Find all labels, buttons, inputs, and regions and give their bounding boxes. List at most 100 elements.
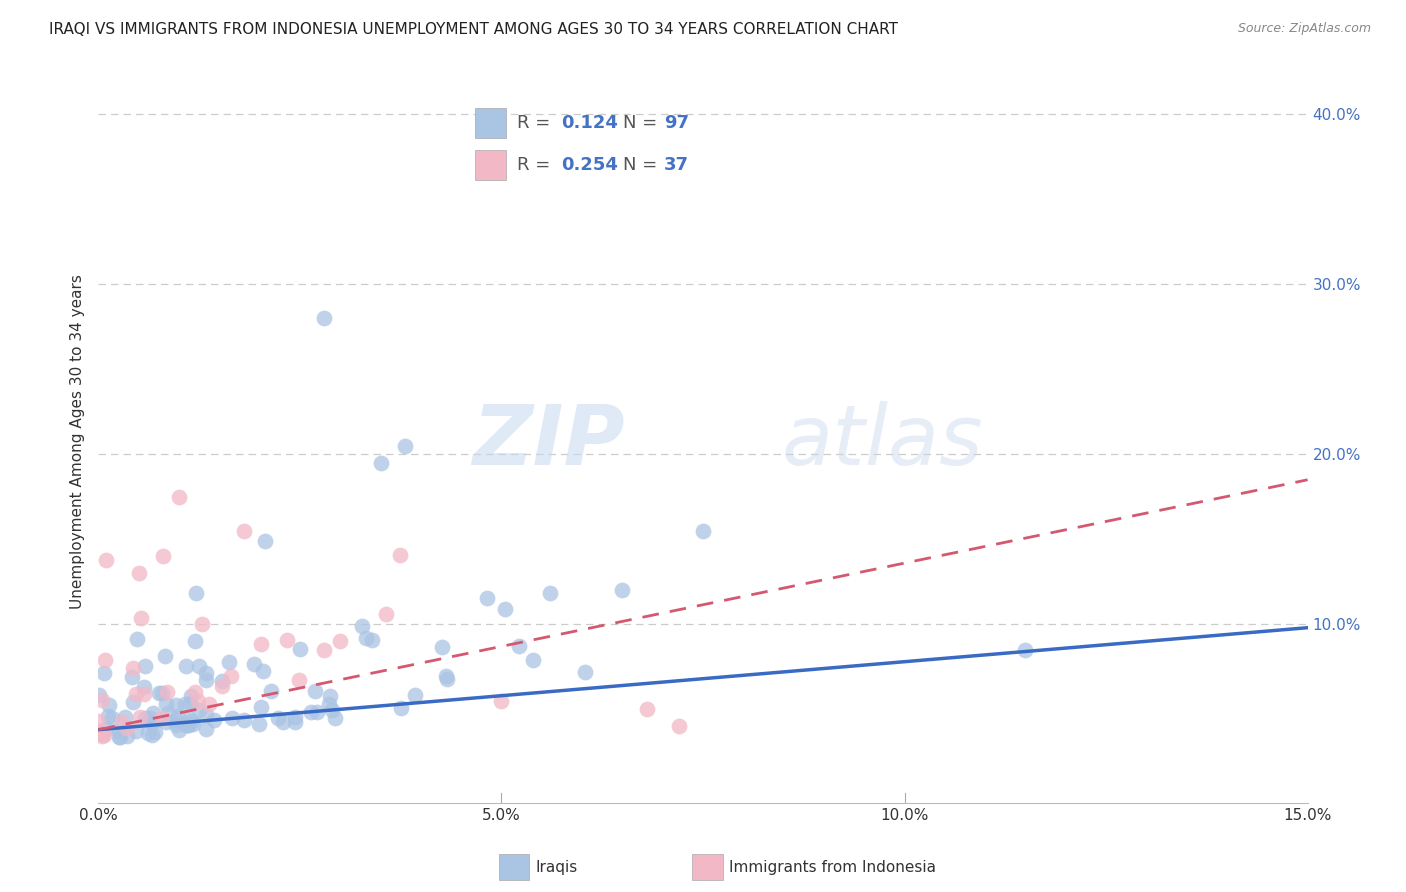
Point	[436, 669, 458, 683]
Point	[150, 686, 173, 700]
Point	[370, 456, 392, 470]
Text: R =: R =	[517, 155, 557, 174]
Point	[233, 714, 256, 728]
Text: Iraqis: Iraqis	[536, 860, 578, 874]
Point	[475, 591, 498, 605]
Point	[329, 633, 352, 648]
Point	[148, 685, 170, 699]
Point	[271, 714, 294, 729]
Point	[111, 714, 134, 729]
Text: 37: 37	[664, 155, 689, 174]
Text: N =: N =	[623, 155, 662, 174]
Point	[354, 632, 377, 646]
Point	[94, 653, 117, 667]
Point	[176, 718, 198, 732]
Point	[180, 690, 202, 704]
Point	[267, 711, 290, 725]
Point	[314, 642, 336, 657]
Point	[165, 718, 187, 732]
Point	[304, 684, 326, 698]
Point	[131, 611, 153, 625]
Point	[132, 687, 155, 701]
Point	[177, 713, 200, 727]
Text: atlas: atlas	[782, 401, 983, 482]
Point	[250, 700, 273, 714]
Point	[142, 706, 165, 720]
Point	[194, 666, 217, 681]
Point	[254, 534, 277, 549]
Point	[314, 311, 336, 326]
Point	[87, 688, 110, 702]
Point	[173, 698, 195, 712]
Point	[156, 706, 179, 720]
Point	[188, 703, 211, 717]
Point	[221, 711, 243, 725]
Point	[508, 639, 530, 653]
Point	[1014, 642, 1036, 657]
Point	[174, 718, 197, 732]
Point	[284, 710, 307, 724]
Point	[124, 687, 146, 701]
Point	[692, 524, 714, 538]
Point	[211, 680, 233, 694]
Point	[183, 685, 205, 699]
Point	[121, 661, 143, 675]
Point	[318, 690, 340, 704]
Point	[388, 549, 411, 563]
Point	[389, 701, 412, 715]
Point	[127, 632, 149, 646]
Point	[276, 633, 298, 648]
Text: Source: ZipAtlas.com: Source: ZipAtlas.com	[1237, 22, 1371, 36]
Point	[96, 722, 118, 736]
Point	[132, 680, 155, 694]
Point	[668, 719, 690, 733]
Point	[117, 729, 139, 743]
Point	[152, 549, 174, 564]
Point	[612, 583, 634, 598]
Point	[318, 698, 340, 712]
Bar	[475, 150, 506, 180]
Point	[287, 673, 309, 687]
Point	[197, 697, 219, 711]
Point	[141, 728, 163, 742]
Text: N =: N =	[623, 113, 662, 132]
Text: IRAQI VS IMMIGRANTS FROM INDONESIA UNEMPLOYMENT AMONG AGES 30 TO 34 YEARS CORREL: IRAQI VS IMMIGRANTS FROM INDONESIA UNEMP…	[49, 22, 898, 37]
Text: 97: 97	[664, 113, 689, 132]
Point	[195, 708, 218, 723]
Point	[219, 668, 242, 682]
Point	[247, 717, 270, 731]
Point	[574, 665, 596, 680]
Point	[174, 659, 197, 673]
Point	[430, 640, 453, 654]
Point	[299, 705, 322, 719]
Point	[283, 714, 305, 729]
Point	[108, 730, 131, 744]
Point	[636, 702, 658, 716]
Point	[115, 721, 138, 735]
Point	[87, 714, 110, 728]
Point	[156, 685, 179, 699]
Point	[108, 724, 131, 739]
Point	[194, 673, 217, 687]
Point	[186, 586, 208, 600]
Point	[494, 602, 516, 616]
Point	[165, 698, 187, 712]
Point	[97, 708, 120, 723]
Point	[167, 708, 190, 723]
Point	[187, 694, 209, 708]
Point	[90, 729, 112, 743]
Point	[179, 696, 201, 710]
Point	[139, 711, 162, 725]
Point	[93, 666, 115, 681]
Point	[194, 722, 217, 736]
Point	[218, 655, 240, 669]
Point	[191, 616, 214, 631]
Point	[114, 710, 136, 724]
Point	[108, 730, 131, 744]
Text: 0.254: 0.254	[561, 155, 617, 174]
Point	[522, 653, 544, 667]
Point	[184, 633, 207, 648]
Point	[128, 710, 150, 724]
Point	[167, 723, 190, 737]
Point	[394, 439, 416, 453]
